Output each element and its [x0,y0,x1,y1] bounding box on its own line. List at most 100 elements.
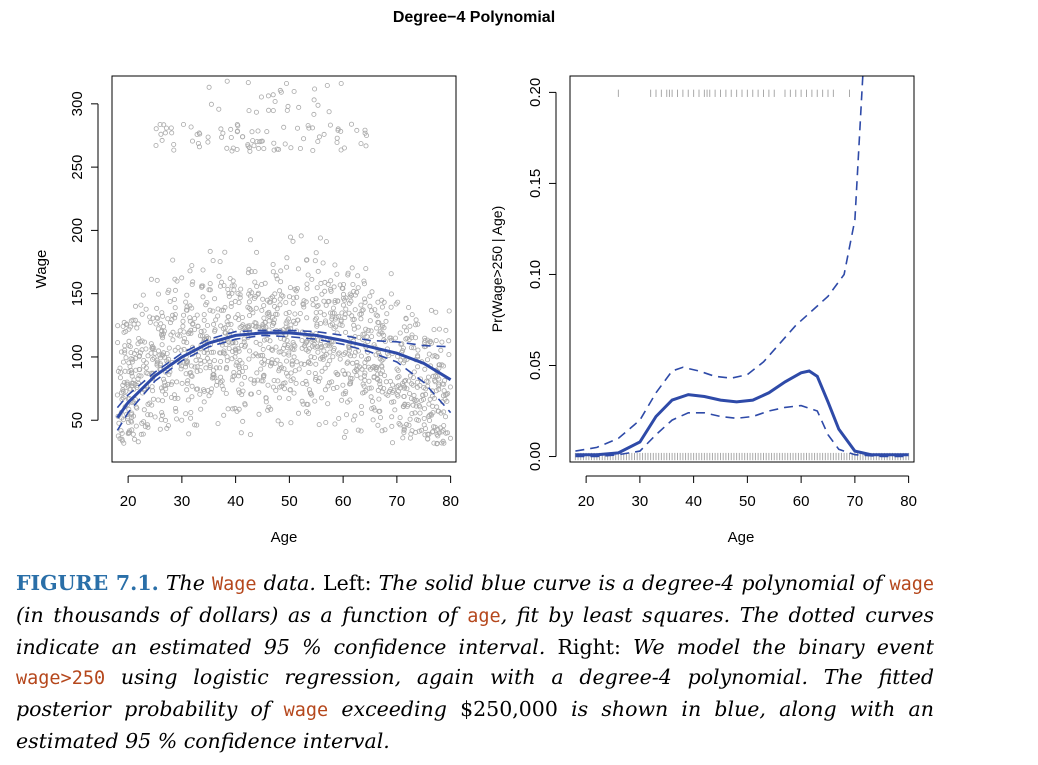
data-point [286,350,292,356]
data-point [368,394,374,400]
data-point [172,305,178,311]
data-point [343,412,349,418]
data-point [405,402,411,408]
data-point [312,370,318,376]
data-point [272,303,278,309]
data-point [322,318,328,324]
data-point [312,344,318,350]
data-point [248,391,254,397]
data-point [309,125,315,131]
data-point [329,379,335,385]
data-point [407,391,413,397]
data-point [365,327,371,333]
data-point [195,353,201,359]
data-point [331,284,337,290]
data-point [133,404,139,410]
data-point [432,379,438,385]
data-point [424,357,430,363]
data-point [150,346,156,352]
data-point [436,381,442,387]
data-point [228,126,234,132]
data-point [210,349,216,355]
caption-code-event: wage>250 [16,668,106,689]
data-point [174,379,180,385]
data-point [150,370,156,376]
data-point [167,320,173,326]
data-point [343,329,349,335]
data-point [354,359,360,365]
caption-code-wage: wage [889,574,934,595]
data-point [115,340,121,346]
data-point [288,370,294,376]
data-point [254,370,260,376]
data-point [181,312,187,318]
data-point [123,355,129,361]
data-point [269,357,275,363]
data-point [363,326,369,332]
data-point [328,278,334,284]
data-point [195,140,201,146]
data-point [320,260,326,266]
data-point [191,327,197,333]
data-point [114,392,120,398]
data-point [406,378,412,384]
data-point [222,249,228,255]
data-point [292,311,298,317]
data-point [200,294,206,300]
data-point [424,378,430,384]
data-point [189,138,195,144]
data-point [247,348,253,354]
y-tick-label: 100 [69,344,86,369]
data-point [230,374,236,380]
data-point [379,297,385,303]
data-point [266,313,272,319]
data-point [371,363,377,369]
data-point [299,337,305,343]
data-point [406,422,412,428]
data-point [303,340,309,346]
data-point [188,330,194,336]
data-point [375,299,381,305]
data-point [281,386,287,392]
caption-text: Right: [545,635,634,659]
y-tick-label: 0.05 [527,351,544,380]
data-point [308,354,314,360]
data-point [313,315,319,321]
data-point [119,415,125,421]
data-point [325,361,331,367]
data-point [183,364,189,370]
data-point [235,290,241,296]
data-point [168,125,174,131]
data-point [154,305,160,311]
data-point [157,426,163,432]
data-point [239,134,245,140]
data-point [194,422,200,428]
data-point [165,290,171,296]
data-point [281,366,287,372]
data-point [278,421,284,427]
data-point [251,143,257,149]
data-point [218,358,224,364]
data-point [287,234,293,240]
data-point [445,390,451,396]
data-point [201,399,207,405]
data-point [388,337,394,343]
data-point [190,321,196,327]
data-point [312,398,318,404]
data-point [334,135,340,141]
data-point [397,330,403,336]
data-point [212,327,218,333]
data-point [224,358,230,364]
data-point [178,366,184,372]
data-point [447,435,453,441]
data-point [384,311,390,317]
data-point [260,373,266,379]
data-point [432,373,438,379]
data-point [345,371,351,377]
data-point [266,107,272,113]
data-point [283,311,289,317]
data-point [396,374,402,380]
data-point [391,399,397,405]
data-point [293,288,299,294]
data-point [130,413,136,419]
